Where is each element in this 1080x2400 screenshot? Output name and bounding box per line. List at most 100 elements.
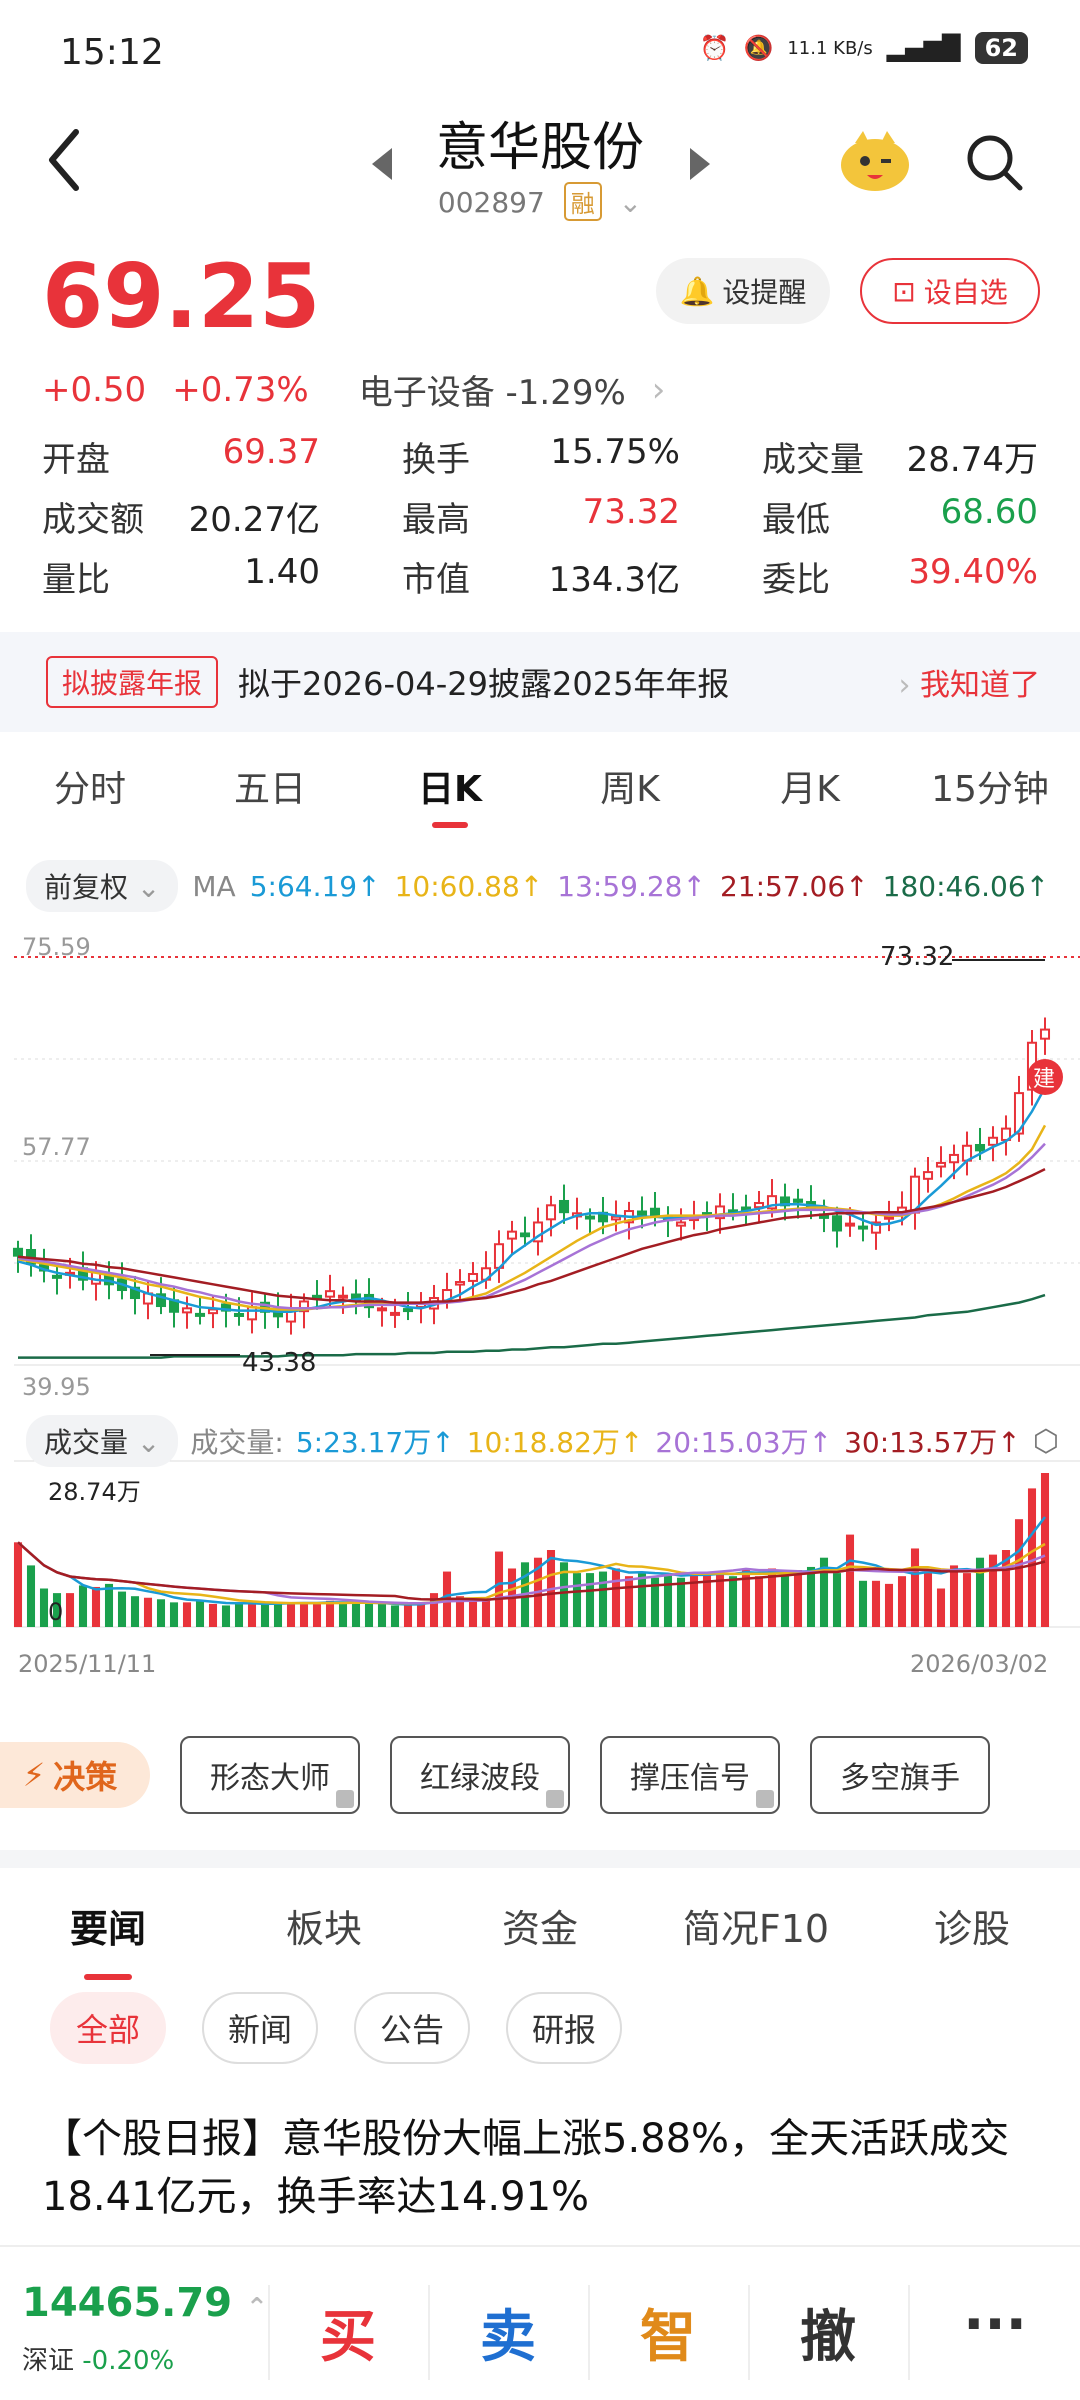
candle-body (402, 1308, 414, 1313)
volume-bar (351, 1603, 361, 1627)
candle-body (766, 1195, 778, 1210)
chevron-down-icon: ⌄ (136, 1426, 161, 1459)
volume-bar (650, 1577, 660, 1627)
notice-dismiss-button[interactable]: › 我知道了 (898, 668, 1040, 703)
tab-daily-k[interactable]: 日K (360, 752, 540, 832)
candle-body (558, 1199, 570, 1214)
index-name-row: 深证 -0.20% (22, 2346, 175, 2376)
cancel-order-button[interactable]: 撤 (800, 2305, 856, 2370)
next-stock-icon[interactable] (690, 148, 710, 180)
volume-bar (780, 1574, 790, 1627)
filter-announcement[interactable]: 公告 (354, 1992, 471, 2064)
ma180-value: 180:46.06↑ (882, 869, 1050, 903)
battery-indicator: 62 (974, 32, 1028, 64)
volume-bar (208, 1603, 218, 1627)
volume-bar (598, 1571, 608, 1627)
support-signal-button[interactable]: 撑压信号 (600, 1736, 780, 1814)
y-tick-label: 39.95 (22, 1373, 91, 1401)
stat-label: 最低 (762, 499, 830, 540)
tab-weekly-k[interactable]: 周K (600, 769, 660, 810)
kline-chart[interactable]: 75.59 57.77 39.95 73.32 43.38 建 28.74万 0… (0, 925, 1080, 1675)
filter-all[interactable]: 全部 (50, 1992, 167, 2064)
volume-bar (182, 1602, 192, 1627)
chart-period-tabs: 分时 五日 日K 周K 月K 15分钟 (0, 752, 1080, 832)
candle-body (610, 1215, 622, 1221)
settings-icon[interactable]: ⬡ (1032, 1423, 1059, 1459)
lock-icon (546, 1790, 564, 1808)
volume-bar (312, 1602, 322, 1627)
volume-bar (572, 1573, 582, 1627)
vol-ma20: 20:15.03万↑ (655, 1426, 833, 1459)
back-icon[interactable] (40, 120, 90, 200)
tab-sector[interactable]: 板块 (285, 1907, 362, 1951)
divider (908, 2285, 910, 2380)
volume-bar (832, 1573, 842, 1627)
margin-badge: 融 (563, 182, 602, 221)
tab-news[interactable]: 要闻 (0, 1890, 216, 1980)
volume-bar (936, 1588, 946, 1627)
volume-bar (767, 1568, 777, 1627)
ma5-line (17, 1086, 1047, 1314)
tab-five-day[interactable]: 五日 (233, 769, 306, 810)
wave-band-button[interactable]: 红绿波段 (390, 1736, 570, 1814)
candle-body (831, 1215, 843, 1232)
volume-bar (858, 1580, 868, 1627)
tab-15min[interactable]: 15分钟 (931, 769, 1049, 810)
sell-button[interactable]: 卖 (480, 2305, 536, 2370)
search-icon[interactable] (962, 130, 1026, 194)
candle-body (506, 1230, 518, 1240)
volume-bar (663, 1574, 673, 1627)
prev-stock-icon[interactable] (372, 148, 392, 180)
candle-body (1013, 1092, 1025, 1135)
volume-ma-lines (17, 1516, 1046, 1606)
candle-body (12, 1247, 24, 1257)
filter-research[interactable]: 研报 (506, 1992, 623, 2064)
tab-f10[interactable]: 简况F10 (682, 1907, 830, 1951)
volume-zero-label: 0 (48, 1598, 63, 1626)
volume-bar (1040, 1473, 1050, 1627)
volume-bar (247, 1602, 257, 1627)
candle-body (389, 1311, 401, 1316)
build-badge-text: 建 (1033, 1067, 1055, 1092)
volume-bar (702, 1571, 712, 1627)
filter-news[interactable]: 新闻 (202, 1992, 319, 2064)
volume-bar (403, 1605, 413, 1627)
volume-bar (52, 1593, 62, 1627)
volume-bar (884, 1583, 894, 1627)
sector-link[interactable]: 电子设备 -1.29% (358, 373, 626, 413)
mascot-icon[interactable] (835, 125, 915, 195)
ma13-line (17, 1142, 1046, 1310)
stock-code-row: 002897 融 ⌄ (0, 182, 1080, 221)
mute-icon: 🔕 (743, 34, 774, 62)
volume-bar (988, 1554, 998, 1627)
ma-lines (17, 1086, 1047, 1359)
pattern-master-button[interactable]: 形态大师 (180, 1736, 360, 1814)
candle-body (584, 1215, 596, 1220)
volume-bar (39, 1588, 49, 1627)
tab-funds[interactable]: 资金 (501, 1907, 578, 1951)
set-alert-button[interactable]: 🔔 设提醒 (656, 258, 830, 324)
tab-diagnosis[interactable]: 诊股 (933, 1907, 1010, 1951)
tab-intraday[interactable]: 分时 (53, 769, 126, 810)
add-favorite-button[interactable]: ⊡ 设自选 (860, 258, 1040, 324)
tab-monthly-k[interactable]: 月K (780, 769, 840, 810)
lightning-icon: ⚡ (22, 1756, 46, 1794)
candle-body (532, 1221, 544, 1243)
volume-max-label: 28.74万 (48, 1478, 141, 1506)
volume-bar (273, 1602, 283, 1627)
chevron-right-icon[interactable]: › (651, 369, 666, 410)
volume-bar (715, 1571, 725, 1627)
bull-bear-button[interactable]: 多空旗手 (810, 1736, 990, 1814)
index-value[interactable]: 14465.79 ⌃ (22, 2280, 268, 2326)
news-headline[interactable]: 【个股日报】意华股份大幅上涨5.88%，全天活跃成交18.41亿元，换手率达14… (42, 2116, 1010, 2220)
decision-badge[interactable]: ⚡ 决策 (0, 1742, 150, 1808)
more-button[interactable]: ··· (963, 2292, 1027, 2357)
volume-bar (611, 1568, 621, 1627)
chevron-down-icon[interactable]: ⌄ (618, 186, 643, 219)
adjust-selector[interactable]: 前复权 ⌄ (26, 860, 179, 912)
volume-bars (13, 1460, 1080, 1628)
buy-button[interactable]: 买 (320, 2305, 376, 2370)
smart-button[interactable]: 智 (640, 2305, 696, 2370)
signal-icon: ▂▄▆█ (886, 34, 961, 62)
indicator-selector[interactable]: 成交量 ⌄ (26, 1415, 179, 1467)
